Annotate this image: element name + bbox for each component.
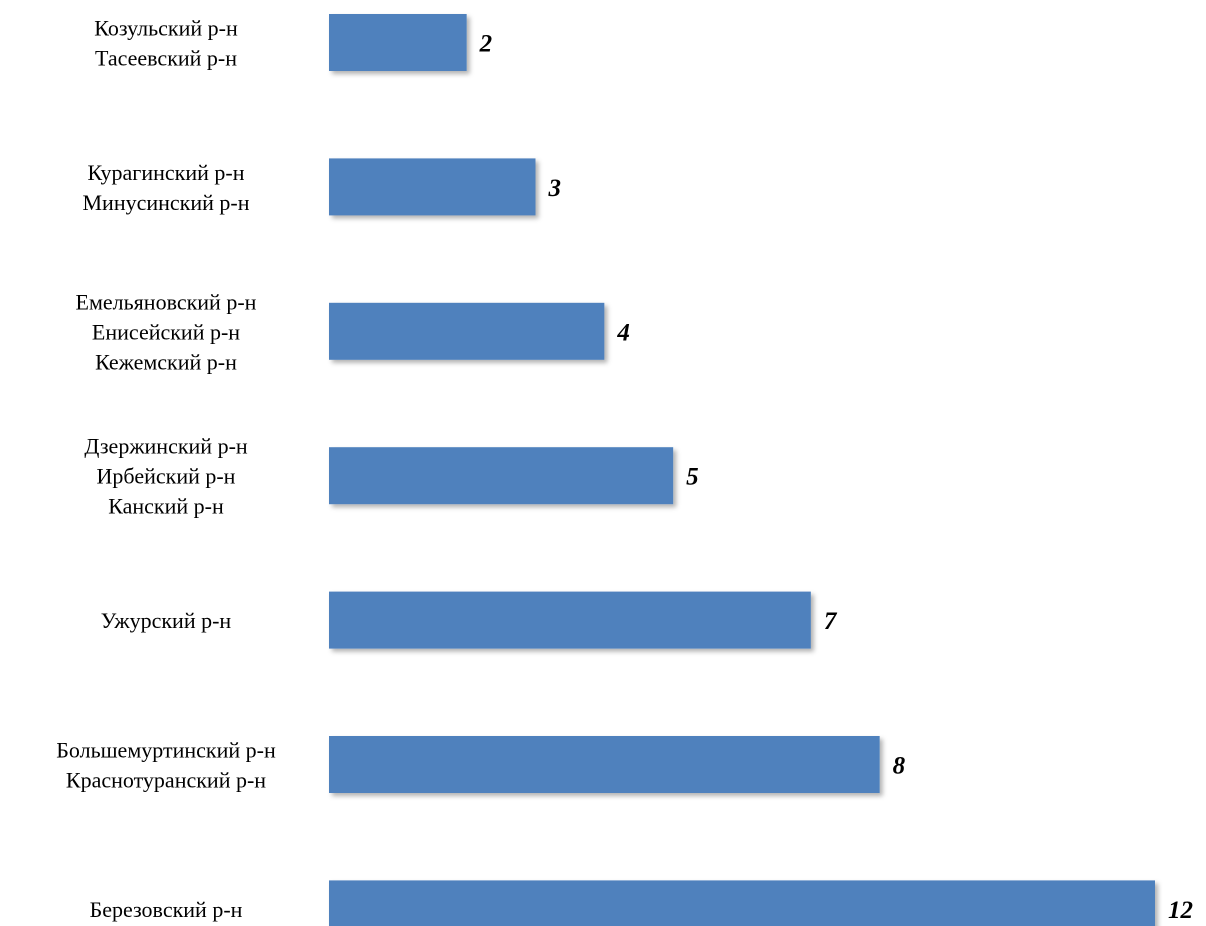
bar-6 — [329, 880, 1155, 926]
category-label-line: Ужурский р-н — [101, 608, 232, 633]
value-label-4: 7 — [824, 608, 838, 635]
value-label-0: 2 — [479, 31, 493, 58]
category-label-line: Березовский р-н — [90, 897, 243, 922]
value-label-3: 5 — [686, 464, 699, 491]
value-label-6: 12 — [1168, 897, 1193, 924]
category-label-line: Козульский р-н — [94, 16, 238, 41]
bar-1 — [329, 158, 536, 216]
category-label-2: Емельяновский р-н Енисейский р-н Кежемский… — [76, 289, 257, 374]
category-label-6: Березовский р-н — [90, 897, 243, 922]
value-labels-layer: 2 3 4 5 7 8 12 — [479, 31, 1193, 924]
category-label-line: Ирбейский р-н — [97, 464, 236, 489]
bar-4 — [329, 591, 811, 649]
value-label-2: 4 — [616, 319, 630, 346]
value-label-5: 8 — [893, 753, 906, 780]
category-label-4: Ужурский р-н — [101, 608, 232, 633]
category-labels-layer: Козульский р-н Тасеевский р-н Курагинский … — [56, 16, 276, 922]
bar-2 — [329, 302, 605, 360]
category-label-line: Краснотуранский р-н — [66, 768, 266, 793]
category-label-3: Дзержинский р-н Ирбейский р-н Канский р-н — [84, 434, 248, 519]
category-label-line: Большемуртинский р-н — [56, 738, 276, 763]
category-label-line: Канский р-н — [108, 494, 224, 519]
category-label-line: Енисейский р-н — [92, 319, 240, 344]
bar-3 — [329, 447, 674, 505]
category-label-1: Курагинский р-н Минусинский р-н — [82, 160, 249, 215]
value-label-1: 3 — [548, 175, 562, 202]
bar-5 — [329, 736, 880, 793]
bars-layer — [329, 14, 1155, 926]
category-label-5: Большемуртинский р-н Краснотуранский р-н — [56, 738, 276, 793]
bar-0 — [329, 14, 467, 71]
category-label-line: Емельяновский р-н — [76, 289, 257, 314]
category-label-line: Дзержинский р-н — [84, 434, 248, 459]
category-label-line: Курагинский р-н — [88, 160, 245, 185]
category-label-line: Тасеевский р-н — [95, 46, 237, 71]
category-label-line: Минусинский р-н — [82, 190, 249, 215]
category-label-line: Кежемский р-н — [95, 349, 237, 374]
category-label-0: Козульский р-н Тасеевский р-н — [94, 16, 238, 71]
